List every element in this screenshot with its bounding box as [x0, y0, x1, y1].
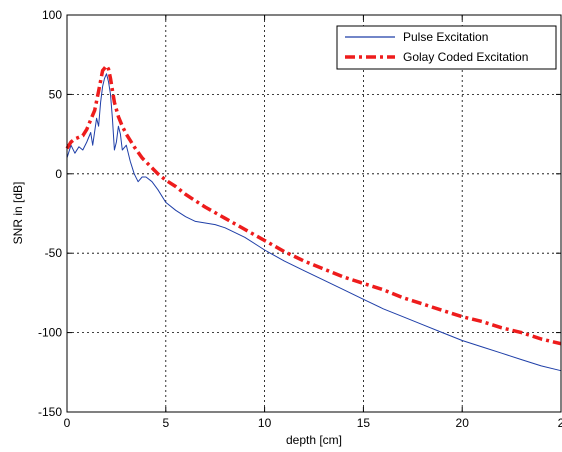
- series-line-pulse: [66, 73, 562, 372]
- y-tick-label: -100: [38, 326, 62, 340]
- y-tick-label: -150: [38, 405, 62, 419]
- plot-frame: [66, 14, 562, 413]
- y-tick-label: -50: [45, 246, 63, 260]
- series-lines: [65, 64, 562, 372]
- x-tick-label: 5: [162, 416, 169, 430]
- x-tick-label: 20: [456, 416, 470, 430]
- x-tick-label: 15: [357, 416, 371, 430]
- plot-area: [67, 15, 561, 412]
- legend-box: [336, 25, 557, 70]
- series-line-golay: [65, 64, 562, 346]
- y-tick-label: 50: [49, 87, 63, 101]
- x-tick-label: 10: [258, 416, 272, 430]
- y-axis-label: SNR in [dB]: [11, 182, 25, 245]
- axis-ticks: 0 5 10 15 20 2 -150 -100 -50 0 50 100: [38, 8, 562, 430]
- x-tick-label: 2: [558, 416, 562, 430]
- x-axis-label: depth [cm]: [286, 433, 342, 447]
- legend-label-pulse: Pulse Excitation: [403, 30, 488, 44]
- x-tick-label: 0: [64, 416, 71, 430]
- y-tick-label: 0: [55, 167, 62, 181]
- grid: [67, 15, 561, 412]
- legend: Pulse Excitation Golay Coded Excitation: [336, 25, 557, 70]
- legend-label-golay: Golay Coded Excitation: [403, 50, 528, 64]
- y-tick-label: 100: [42, 8, 62, 22]
